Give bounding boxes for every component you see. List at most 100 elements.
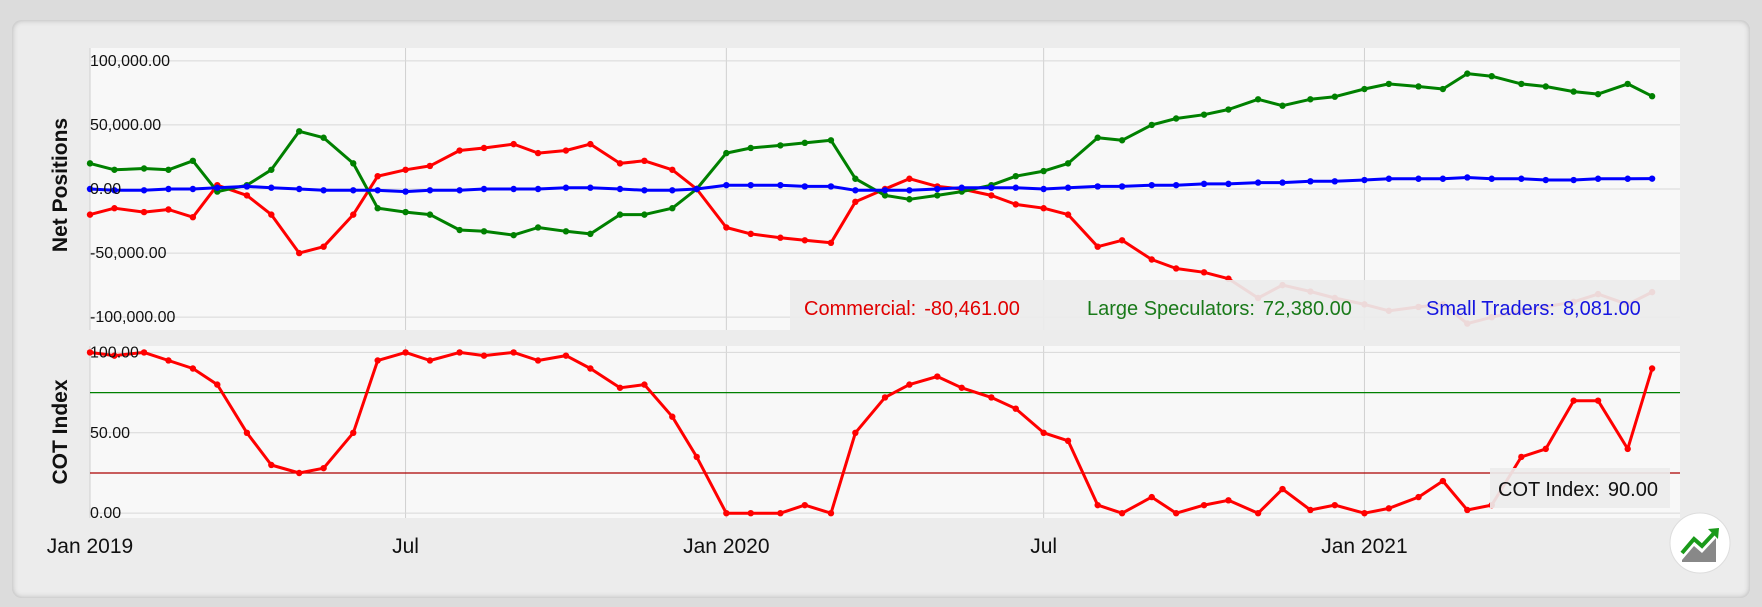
commercial-point: [801, 237, 809, 244]
commercial-point: [1200, 269, 1208, 276]
commercial-point: [456, 147, 463, 154]
small-traders-point: [881, 187, 889, 194]
small-traders-point: [1624, 175, 1631, 182]
cot-index-point: [480, 352, 488, 359]
small-traders-point: [140, 187, 148, 194]
cot-index-point: [562, 352, 570, 359]
large-speculators-point: [1624, 80, 1631, 88]
y-tick-label: 0.00: [90, 181, 121, 198]
cot-index-point: [906, 381, 913, 388]
cot-index-point: [801, 501, 809, 509]
cot-index-point: [1464, 506, 1471, 514]
y-tick-label: 50,000.00: [90, 117, 161, 134]
cot-index-point: [669, 413, 676, 420]
small-traders-point: [641, 187, 648, 194]
cot-index-point: [426, 357, 434, 364]
commercial-point: [111, 205, 118, 212]
small-traders-point: [958, 184, 965, 191]
cot-index-point: [1331, 501, 1339, 509]
cot-index-point: [1254, 509, 1262, 517]
small-traders-point: [587, 184, 594, 191]
x-tick-label: Jan 2021: [1321, 535, 1407, 558]
large-speculators-point: [1361, 85, 1368, 93]
x-axis-ticks: Jan 2019 Jul Jan 2020 Jul Jan 2021: [47, 535, 1408, 558]
net-positions-y-ticks: 100,000.00 50,000.00 0.00 -50,000.00 -100,00…: [90, 53, 176, 326]
large-speculators-point: [562, 228, 570, 235]
small-traders-point: [827, 183, 835, 190]
small-traders-point: [1488, 175, 1495, 182]
small-traders-point: [268, 184, 275, 191]
small-traders-point: [1254, 179, 1262, 186]
commercial-point: [1148, 256, 1155, 263]
commercial-point: [480, 144, 488, 152]
commercial-point: [1064, 211, 1072, 218]
small-traders-point: [616, 185, 624, 193]
commercial-point: [747, 230, 754, 238]
cot-index-point: [1624, 445, 1631, 453]
large-speculators-point: [534, 224, 542, 231]
cot-index-point: [587, 365, 594, 372]
cot-index-point: [1361, 509, 1368, 517]
net-positions-axis-label: Net Positions: [49, 118, 72, 252]
small-traders-point: [165, 185, 172, 193]
large-speculators-point: [881, 192, 889, 199]
cot-index-point: [140, 349, 148, 356]
cot-index-point: [1279, 485, 1286, 493]
large-speculators-point: [1064, 160, 1072, 167]
small-traders-point: [906, 187, 913, 194]
commercial-point: [562, 147, 570, 154]
small-traders-point: [374, 187, 381, 194]
x-tick-label: Jan 2020: [683, 535, 769, 558]
cot-index-point: [1094, 501, 1101, 509]
large-speculators-point: [510, 231, 517, 239]
cot-index-point: [1012, 405, 1019, 412]
large-speculators-point: [165, 166, 172, 173]
large-speculators-point: [777, 142, 784, 149]
small-traders-point: [1415, 175, 1422, 182]
small-traders-point: [934, 185, 941, 193]
cot-index-point: [1415, 493, 1422, 501]
cot-index-point: [1542, 445, 1549, 453]
large-speculators-point: [1518, 80, 1525, 88]
cot-index-point: [296, 469, 303, 477]
small-traders-point: [1172, 181, 1180, 189]
small-traders-point: [1331, 178, 1339, 185]
large-speculators-point: [268, 166, 275, 173]
commercial-point: [827, 239, 835, 247]
large-speculators-point: [456, 226, 463, 234]
small-traders-point: [1648, 175, 1656, 182]
commercial-point: [1118, 237, 1126, 244]
large-speculators-point: [189, 157, 197, 164]
cot-index-point: [827, 509, 835, 517]
large-speculators-point: [641, 211, 648, 218]
commercial-point: [1040, 205, 1047, 212]
cot-index-point: [189, 365, 197, 372]
commercial-point: [641, 157, 648, 164]
small-traders-point: [1040, 185, 1047, 193]
small-traders-point: [1464, 174, 1471, 181]
cot-index-plot-area: [90, 346, 1680, 518]
commercial-point: [988, 192, 995, 199]
large-speculators-point: [852, 175, 859, 182]
large-speculators-point: [1172, 115, 1180, 122]
cot-index-point: [1225, 497, 1232, 504]
small-traders-point: [86, 185, 94, 193]
cot-index-point: [934, 373, 941, 380]
large-speculators-point: [1570, 88, 1577, 95]
cot-index-point: [1648, 365, 1656, 372]
small-traders-point: [534, 185, 542, 193]
commercial-point: [374, 172, 381, 180]
small-traders-point: [1385, 175, 1393, 182]
large-speculators-line: [89, 72, 1653, 237]
large-speculators-point: [801, 139, 809, 147]
commercial-point: [189, 214, 197, 221]
small-traders-point: [1225, 180, 1232, 188]
large-speculators-point: [1648, 93, 1656, 100]
cot-index-point: [402, 349, 409, 356]
cot-index-point: [1594, 397, 1602, 404]
large-speculators-point: [587, 230, 594, 238]
chart-type-button[interactable]: [1669, 512, 1731, 574]
y-tick-label: -50,000.00: [90, 245, 167, 262]
cot-index-point: [1570, 397, 1577, 404]
cot-index-point: [1439, 477, 1447, 485]
